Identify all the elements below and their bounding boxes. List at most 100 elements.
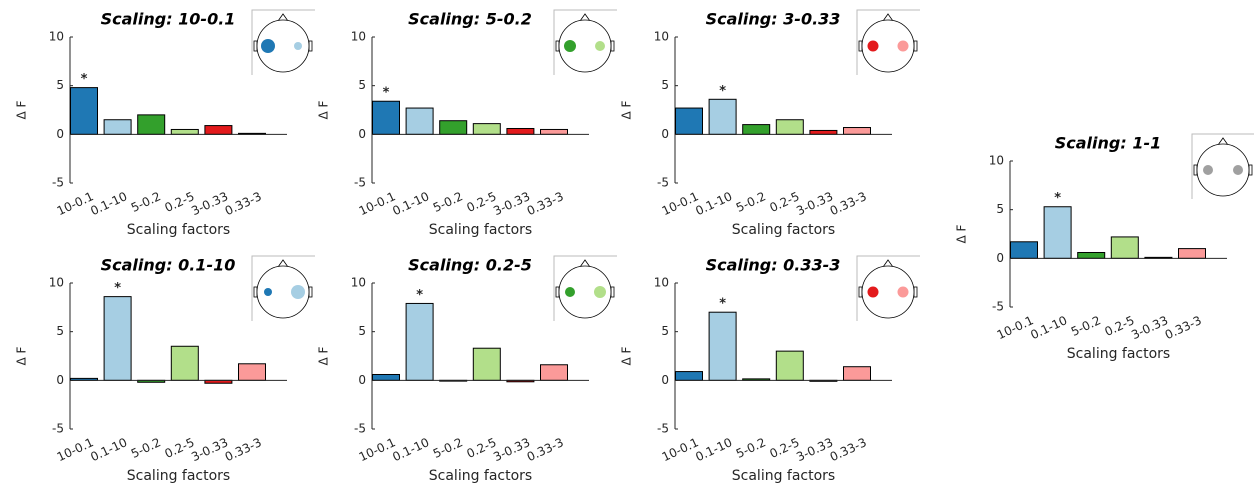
y-tick-label: -5	[52, 422, 64, 436]
y-tick-label: 10	[49, 30, 64, 44]
x-tick-label: 3-0.33	[491, 189, 532, 218]
x-tick-label: 3-0.33	[794, 435, 835, 464]
electrode	[898, 41, 909, 52]
electrode	[868, 287, 879, 298]
y-tick-label: -5	[354, 422, 366, 436]
y-tick-label: 0	[358, 127, 366, 141]
y-tick-label: 0	[661, 127, 669, 141]
x-tick-label: 5-0.2	[1069, 313, 1103, 339]
x-tick-label: 5-0.2	[129, 435, 163, 461]
y-tick-label: -5	[657, 422, 669, 436]
significance-star: *	[383, 86, 390, 101]
bar	[507, 128, 534, 134]
y-tick-label: 10	[989, 154, 1004, 168]
x-tick-label: 0.33-3	[525, 189, 566, 218]
y-tick-label: -5	[992, 300, 1004, 314]
bar	[1044, 207, 1071, 259]
y-axis-label: Δ F	[317, 346, 331, 365]
chart-title: Scaling: 3-0.33	[706, 10, 841, 29]
electrode	[595, 41, 605, 51]
x-axis-label: Scaling factors	[732, 222, 835, 238]
x-tick-label: 10-0.1	[660, 435, 701, 464]
significance-star: *	[114, 281, 121, 296]
y-axis-label: Δ F	[620, 100, 634, 119]
x-tick-label: 5-0.2	[734, 189, 768, 215]
x-tick-label: 0.1-10	[390, 435, 431, 464]
bar	[676, 108, 703, 134]
bar	[104, 297, 131, 381]
bar	[1078, 252, 1105, 258]
chart-title: Scaling: 10-0.1	[101, 10, 236, 29]
electrode	[564, 40, 576, 52]
electrode	[264, 288, 272, 296]
head-ear	[556, 41, 559, 51]
head-ear	[556, 287, 559, 297]
y-axis-label: Δ F	[15, 346, 29, 365]
y-tick-label: 10	[654, 276, 669, 290]
bar	[709, 99, 736, 134]
bar	[676, 372, 703, 381]
figure: Scaling: 10-0.1-50510Δ F10-0.10.1-105-0.…	[0, 0, 1254, 487]
head-ear	[254, 287, 257, 297]
x-axis-label: Scaling factors	[429, 468, 532, 484]
bar	[1011, 242, 1038, 259]
bar	[541, 365, 568, 381]
y-tick-label: 5	[996, 202, 1004, 216]
x-tick-label: 10-0.1	[55, 435, 96, 464]
bar	[373, 101, 400, 134]
bar	[1179, 249, 1206, 259]
x-axis-label: Scaling factors	[429, 222, 532, 238]
bar	[776, 351, 803, 380]
head-ear	[611, 287, 614, 297]
y-tick-label: 5	[358, 324, 366, 338]
x-tick-label: 0.1-10	[1028, 313, 1069, 342]
head-ear	[309, 41, 312, 51]
y-tick-label: 0	[358, 373, 366, 387]
electrode	[868, 41, 879, 52]
y-tick-label: -5	[657, 176, 669, 190]
bar	[473, 124, 500, 135]
head-ear	[1249, 165, 1252, 175]
bar	[776, 120, 803, 135]
electrode	[594, 286, 606, 298]
y-tick-label: 10	[351, 30, 366, 44]
y-tick-label: 0	[996, 251, 1004, 265]
bar	[171, 129, 198, 134]
x-tick-label: 3-0.33	[491, 435, 532, 464]
bar	[1111, 237, 1138, 258]
bar	[138, 115, 165, 134]
chart-panel: Scaling: 0.1-10-50510Δ F10-0.10.1-105-0.…	[15, 256, 316, 485]
electrode	[294, 42, 302, 50]
x-tick-label: 5-0.2	[431, 435, 465, 461]
chart-title: Scaling: 0.1-10	[101, 256, 236, 275]
y-axis-label: Δ F	[15, 100, 29, 119]
x-tick-label: 0.33-3	[828, 189, 869, 218]
x-tick-label: 3-0.33	[794, 189, 835, 218]
x-axis-label: Scaling factors	[127, 222, 230, 238]
head-ear	[914, 41, 917, 51]
head-ear	[611, 41, 614, 51]
x-tick-label: 0.1-10	[390, 189, 431, 218]
y-tick-label: 5	[661, 78, 669, 92]
x-tick-label: 10-0.1	[55, 189, 96, 218]
head-ear	[859, 287, 862, 297]
y-tick-label: 5	[661, 324, 669, 338]
x-tick-label: 3-0.33	[1129, 313, 1170, 342]
x-tick-label: 0.1-10	[88, 435, 129, 464]
bar	[71, 88, 98, 135]
bar	[844, 128, 871, 135]
bar	[171, 346, 198, 380]
x-tick-label: 10-0.1	[357, 435, 398, 464]
significance-star: *	[719, 297, 726, 312]
significance-star: *	[416, 288, 423, 303]
electrode	[898, 287, 909, 298]
bar	[844, 367, 871, 381]
significance-star: *	[719, 84, 726, 99]
x-axis-label: Scaling factors	[1067, 346, 1170, 362]
bar	[473, 348, 500, 380]
electrode	[291, 285, 305, 299]
bar	[440, 121, 467, 135]
bar	[541, 129, 568, 134]
